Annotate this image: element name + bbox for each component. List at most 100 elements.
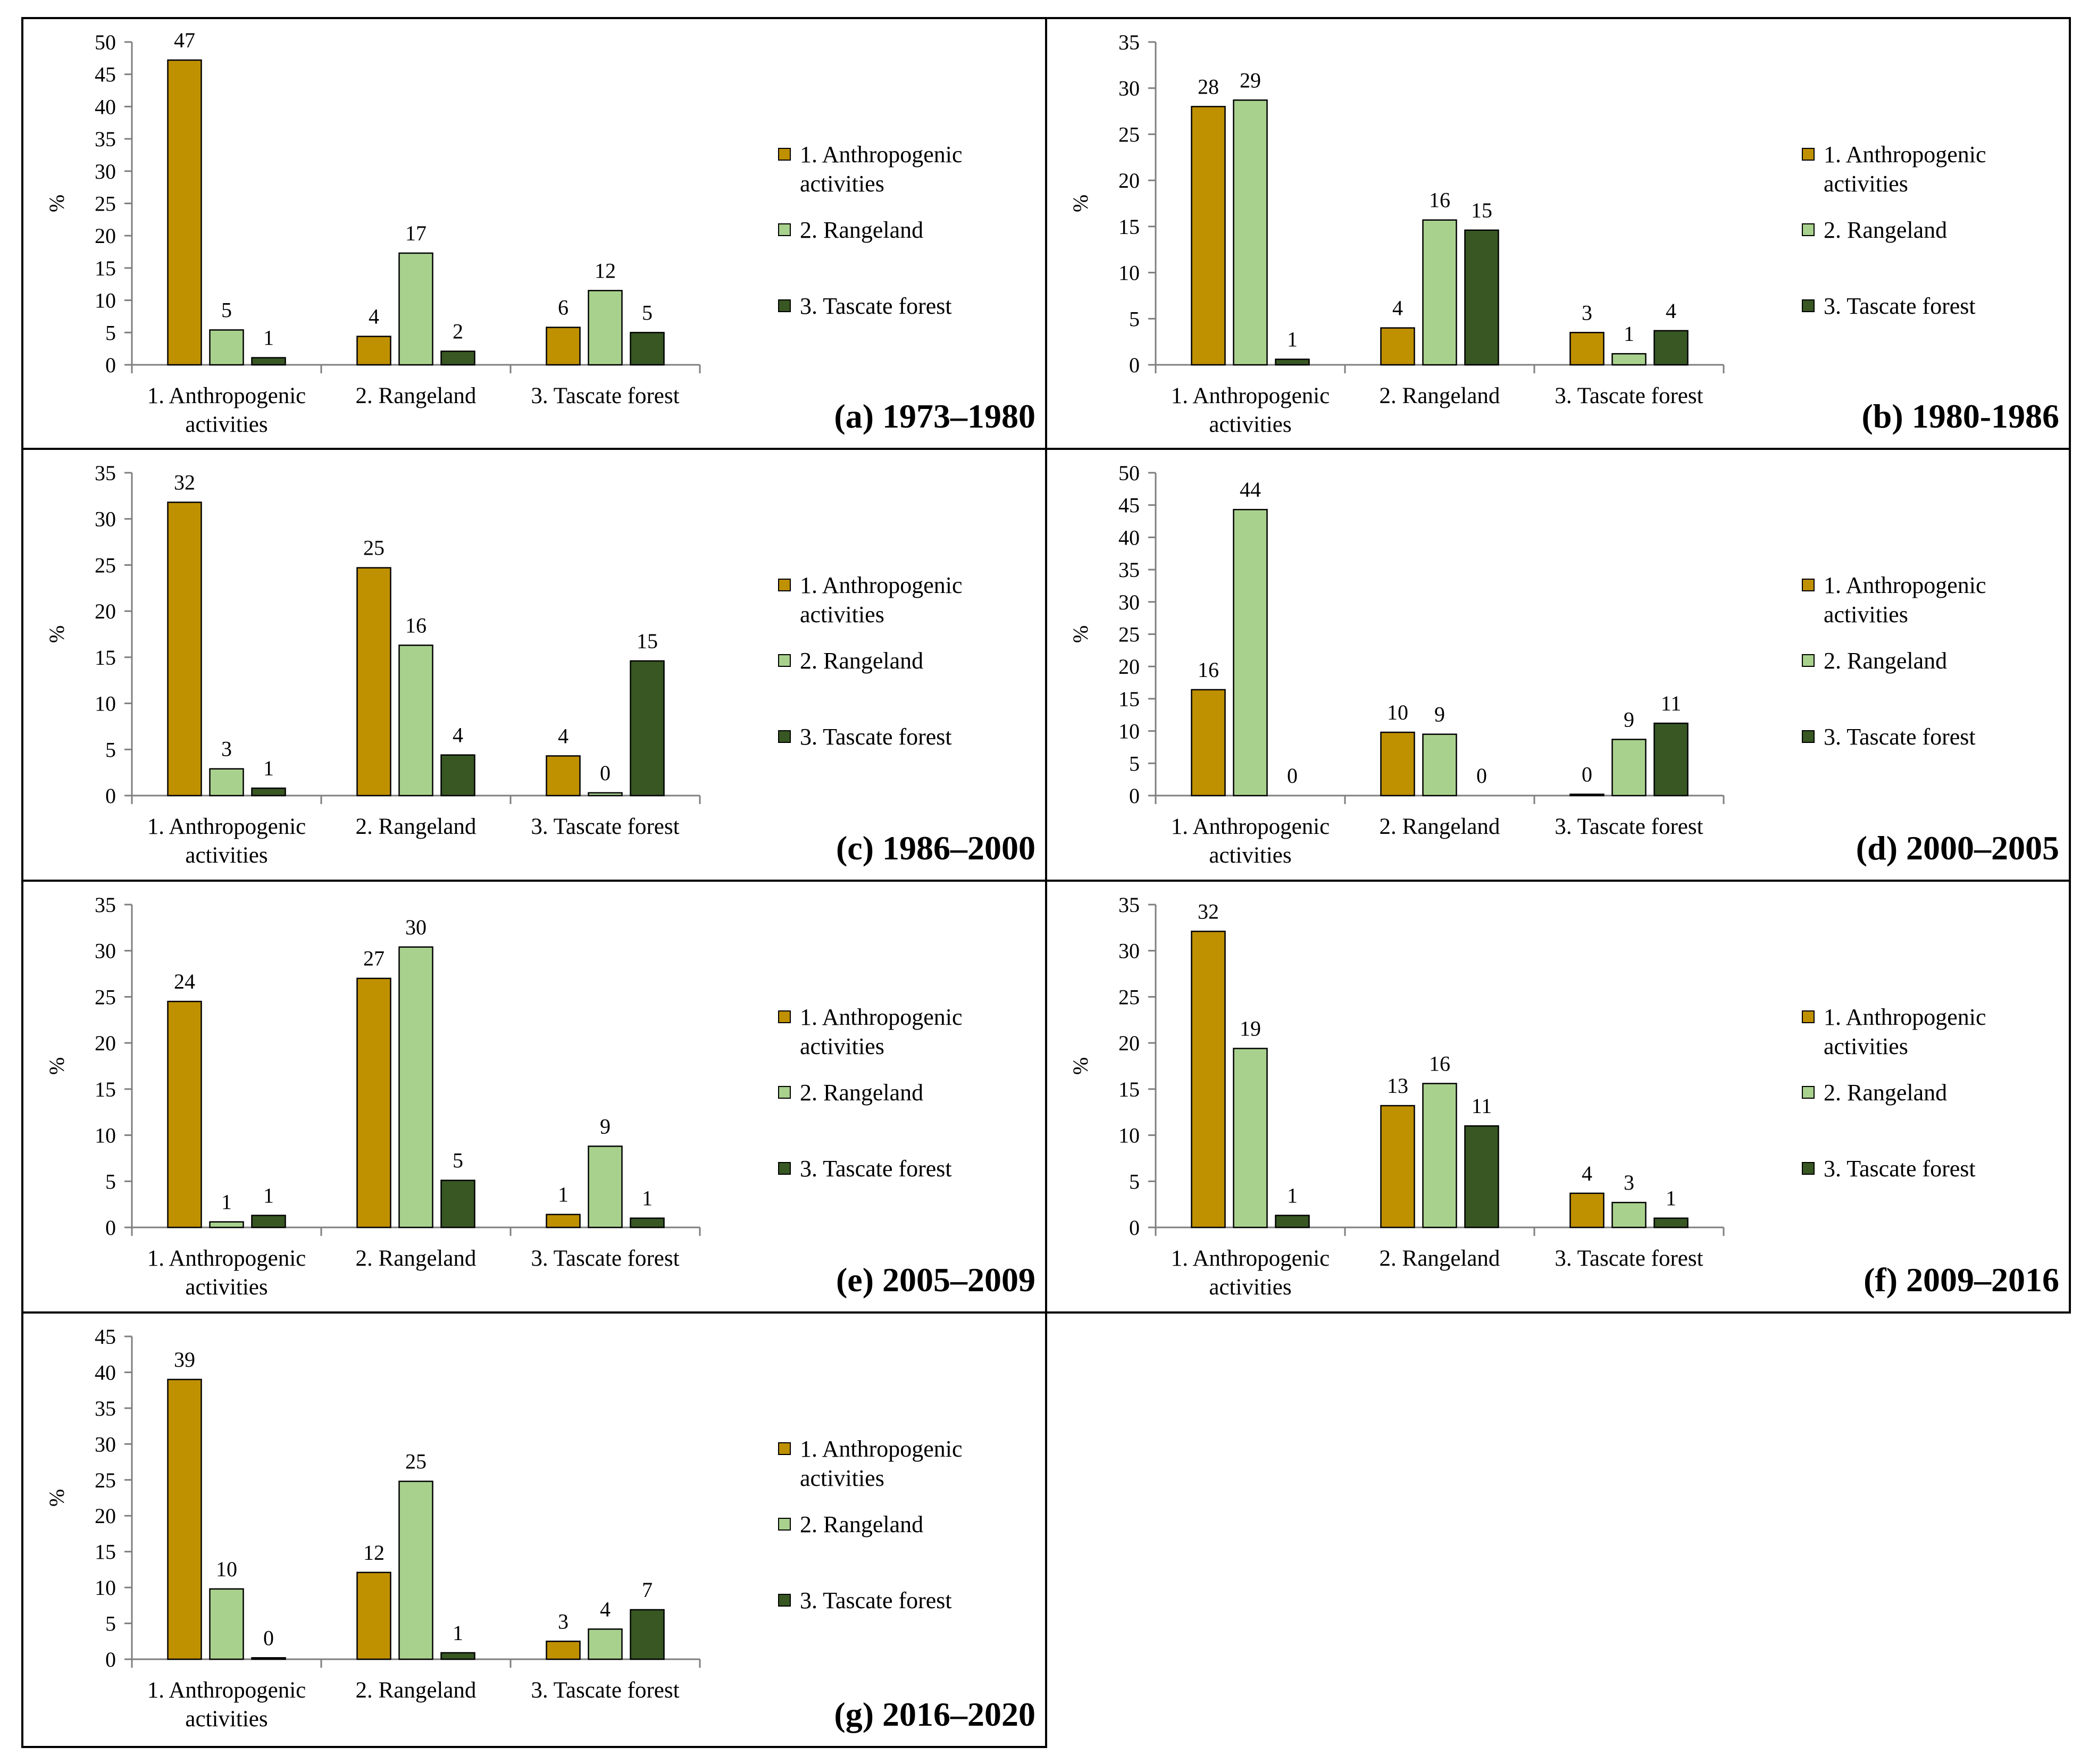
y-axis-label: % [45, 625, 69, 643]
bar [630, 1609, 665, 1660]
data-label: 24 [174, 969, 195, 993]
data-label: 9 [600, 1114, 611, 1138]
bar [398, 1481, 433, 1660]
y-tick-label: 0 [1129, 1216, 1140, 1240]
y-tick-label: 0 [105, 784, 116, 808]
data-label: 4 [1666, 299, 1676, 323]
y-tick-label: 10 [1118, 720, 1140, 743]
bar [1233, 508, 1268, 797]
data-label: 3 [1624, 1171, 1634, 1194]
legend-entry: activities [800, 171, 884, 197]
legend-entry: 2. Rangeland [1824, 1080, 1947, 1106]
data-label: 5 [453, 1149, 463, 1173]
bar [1275, 358, 1310, 366]
y-tick-label: 0 [105, 1648, 116, 1671]
bar [1611, 353, 1647, 366]
bar [1233, 99, 1268, 366]
legend-entry: activities [800, 1033, 884, 1059]
data-label: 4 [558, 724, 569, 748]
data-label: 1 [221, 1190, 232, 1214]
legend-entry: 3. Tascate forest [800, 1156, 952, 1182]
data-label: 1 [263, 326, 274, 350]
y-axis-label: % [45, 1489, 69, 1507]
y-tick-label: 20 [1118, 169, 1140, 193]
y-tick-label: 5 [105, 738, 116, 762]
y-tick-label: 35 [1118, 558, 1140, 582]
data-label: 1 [1624, 322, 1634, 346]
y-axis-label: % [1068, 625, 1092, 643]
y-tick-label: 15 [1118, 215, 1140, 239]
y-tick-label: 35 [95, 461, 116, 485]
y-tick-label: 35 [1118, 893, 1140, 917]
data-label: 0 [1582, 763, 1592, 787]
data-label: 5 [221, 298, 232, 322]
x-tick-label: activities [185, 412, 268, 437]
y-tick-label: 5 [1129, 307, 1140, 331]
data-label: 9 [1434, 703, 1445, 726]
x-tick-label: 3. Tascate forest [531, 383, 679, 408]
legend-entry: 3. Tascate forest [800, 1587, 952, 1613]
x-tick-label: activities [1209, 843, 1291, 868]
data-label: 1 [263, 1183, 274, 1207]
data-label: 1 [1287, 328, 1298, 352]
legend-swatch [778, 579, 791, 591]
chart-panel-f: 0 5 10 15 20 25 30 35% 32 19 1 1. Anthropogenic acti… [1045, 880, 2071, 1314]
bar [588, 792, 623, 797]
x-tick-label: 3. Tascate forest [531, 1246, 679, 1271]
x-tick-label: 1. Anthropogenic [147, 1678, 306, 1703]
y-tick-label: 25 [95, 1468, 116, 1492]
data-label: 1 [1666, 1186, 1676, 1210]
bar [209, 1221, 244, 1228]
bar [630, 660, 665, 797]
bar [356, 1571, 391, 1660]
panel-frame [1045, 880, 2071, 1314]
legend-swatch [778, 730, 791, 743]
bar [1653, 722, 1689, 797]
y-tick-label: 30 [1118, 77, 1140, 101]
bar [167, 1000, 202, 1228]
legend-entry: 2. Rangeland [1824, 217, 1947, 243]
bar [1611, 1201, 1647, 1228]
legend-entry: 3. Tascate forest [1824, 724, 1976, 750]
data-label: 44 [1240, 478, 1261, 501]
x-tick-label: 2. Rangeland [356, 383, 477, 408]
data-label: 32 [1198, 899, 1219, 923]
bar [546, 1214, 581, 1228]
x-tick-label: 3. Tascate forest [531, 1678, 679, 1703]
bar [1464, 1125, 1499, 1228]
data-label: 13 [1387, 1074, 1408, 1098]
y-tick-label: 25 [95, 192, 116, 216]
bar [251, 357, 286, 366]
bar [1380, 327, 1415, 366]
data-label: 25 [363, 536, 385, 560]
bar [1191, 106, 1226, 366]
data-label: 30 [405, 915, 427, 939]
bar [356, 977, 391, 1228]
data-label: 16 [1429, 1051, 1450, 1075]
data-label: 3 [558, 1609, 569, 1633]
y-tick-label: 15 [1118, 687, 1140, 711]
legend-entry: 1. Anthropogenic [800, 572, 963, 598]
data-label: 6 [558, 296, 569, 320]
legend-swatch [778, 299, 791, 312]
data-label: 10 [216, 1557, 237, 1581]
y-tick-label: 10 [95, 1576, 116, 1600]
y-tick-label: 5 [105, 1169, 116, 1193]
x-tick-label: 1. Anthropogenic [147, 383, 306, 408]
bar [398, 946, 433, 1228]
bar [1380, 731, 1415, 797]
y-tick-label: 15 [95, 1077, 116, 1101]
data-label: 27 [363, 947, 385, 971]
y-tick-label: 0 [1129, 784, 1140, 808]
panel-label: (a) 1973–1980 [834, 397, 1035, 435]
data-label: 1 [1287, 1183, 1298, 1207]
legend-entry: 1. Anthropogenic [1824, 1004, 1986, 1030]
y-tick-label: 10 [1118, 261, 1140, 285]
chart-panel-c: 0 5 10 15 20 25 30 35% 32 3 1 1. Anthropogenic activ… [21, 448, 1047, 882]
y-tick-label: 5 [1129, 1169, 1140, 1193]
legend-swatch [1802, 654, 1815, 667]
bar [1422, 733, 1457, 797]
bar [588, 1146, 623, 1228]
y-tick-label: 25 [1118, 122, 1140, 146]
y-tick-label: 45 [1118, 494, 1140, 517]
